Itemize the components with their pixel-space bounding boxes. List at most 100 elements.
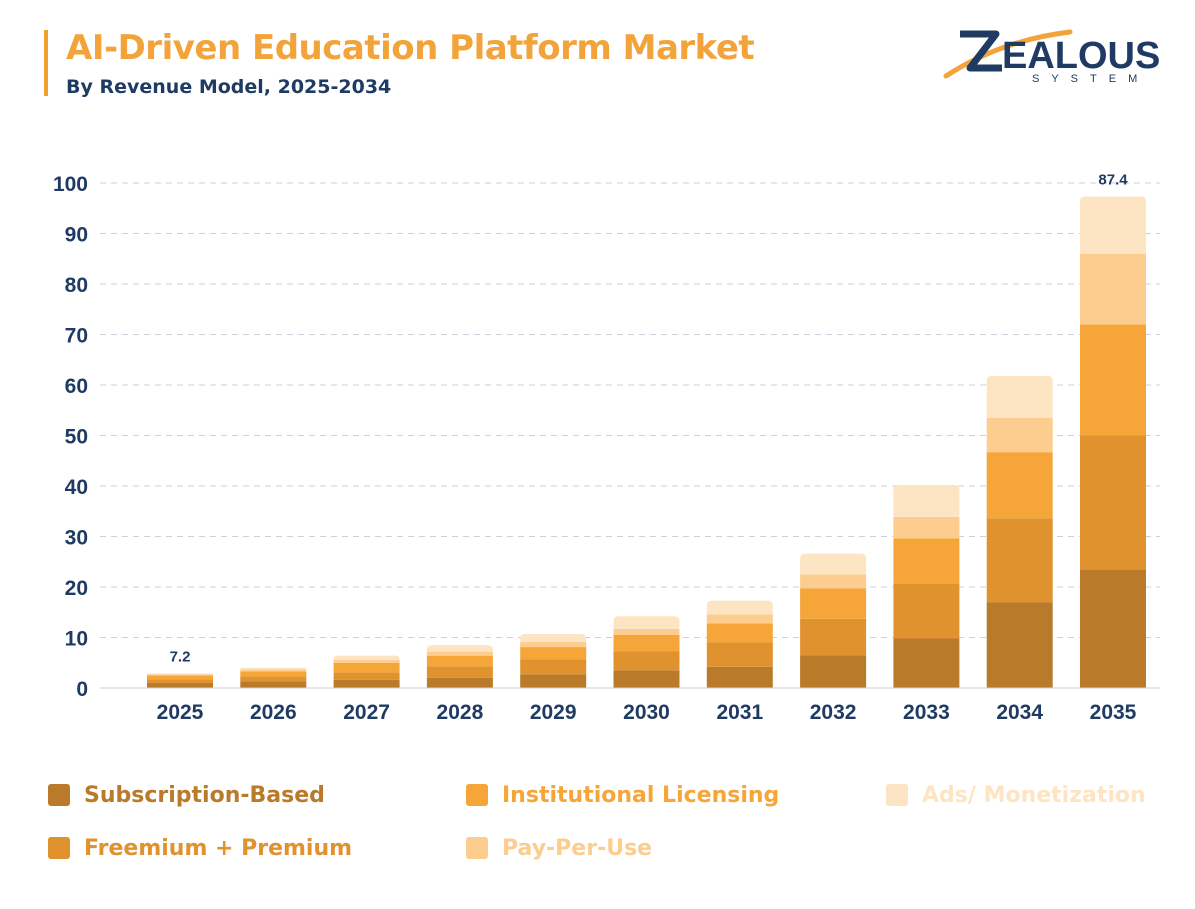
legend-label: Ads/ Monetization bbox=[922, 782, 1146, 808]
bar-segment bbox=[893, 484, 960, 517]
legend-item-ads-monetization: Ads/ Monetization bbox=[886, 780, 1146, 810]
bar-segment bbox=[240, 671, 307, 677]
bar-segment bbox=[986, 452, 1053, 519]
y-tick-label: 80 bbox=[65, 274, 88, 297]
bar-segment bbox=[893, 516, 960, 539]
title-accent-bar bbox=[44, 30, 48, 96]
bar-segment bbox=[1080, 196, 1146, 254]
legend-item-institutional-licensing: Institutional Licensing bbox=[466, 780, 779, 810]
legend-item-subscription-based: Subscription-Based bbox=[48, 780, 325, 810]
bar-segment bbox=[706, 614, 773, 624]
bar-segment bbox=[333, 662, 400, 673]
bar-segment bbox=[426, 666, 493, 678]
x-tick-label: 2035 bbox=[1090, 701, 1137, 724]
bar-segment bbox=[147, 679, 213, 683]
y-tick-label: 50 bbox=[65, 426, 88, 449]
bar-segment bbox=[333, 655, 400, 660]
legend-label: Institutional Licensing bbox=[502, 782, 780, 808]
stacked-bar-chart: 0 10 20 30 40 50 60 70 80 90 100 2025 2026 2027 2028 20… bbox=[0, 150, 1195, 734]
bar-segment bbox=[893, 638, 960, 688]
bar-segment bbox=[800, 655, 867, 688]
legend-item-freemium-premium: Freemium + Premium bbox=[48, 833, 352, 863]
bar-segment bbox=[520, 642, 587, 648]
bar-segment bbox=[800, 618, 867, 656]
bar-segment bbox=[613, 670, 680, 688]
bar-segment bbox=[800, 574, 867, 589]
y-tick-label: 90 bbox=[65, 224, 88, 247]
y-tick-label: 20 bbox=[65, 577, 88, 600]
bar-segment bbox=[426, 645, 493, 652]
y-tick-label: 10 bbox=[65, 628, 88, 651]
bar-segment bbox=[520, 633, 587, 643]
logo-tagline: SYSTEM bbox=[1032, 73, 1149, 85]
x-tick-label: 2027 bbox=[343, 701, 390, 724]
bar-segment bbox=[147, 674, 213, 676]
bar-segment bbox=[1080, 253, 1146, 325]
bar-segment bbox=[520, 674, 587, 688]
y-tick-label: 100 bbox=[53, 173, 88, 196]
legend-swatch bbox=[466, 837, 488, 859]
x-tick-label: 2030 bbox=[623, 701, 670, 724]
bar-segment bbox=[706, 600, 773, 615]
bar-segment bbox=[986, 375, 1053, 418]
legend-label: Freemium + Premium bbox=[84, 835, 353, 861]
x-tick-label: 2033 bbox=[903, 701, 950, 724]
chart-subtitle: By Revenue Model, 2025-2034 bbox=[66, 76, 392, 98]
bar-segment bbox=[333, 659, 400, 663]
bar-segment bbox=[986, 417, 1053, 453]
bar-segment bbox=[147, 675, 213, 680]
bar-segment bbox=[613, 651, 680, 671]
bar-segment bbox=[613, 634, 680, 652]
x-tick-label: 2026 bbox=[250, 701, 297, 724]
legend-swatch bbox=[466, 784, 488, 806]
legend-swatch bbox=[48, 837, 70, 859]
bar-segment bbox=[613, 628, 680, 635]
bar-segment bbox=[800, 588, 867, 619]
x-tick-label: 2028 bbox=[437, 701, 484, 724]
x-tick-label: 2025 bbox=[157, 701, 204, 724]
bar-segment bbox=[706, 666, 773, 688]
bar-segment bbox=[240, 676, 307, 682]
data-label: 7.2 bbox=[170, 648, 191, 665]
legend-swatch bbox=[48, 784, 70, 806]
x-tick-label: 2029 bbox=[530, 701, 577, 724]
y-tick-label: 0 bbox=[76, 678, 88, 701]
zealous-system-logo: EALOUS SYSTEM bbox=[940, 24, 1160, 85]
bar-segment bbox=[986, 518, 1053, 603]
bar-segment bbox=[706, 623, 773, 643]
y-tick-label: 40 bbox=[65, 476, 88, 499]
bar-segment bbox=[426, 655, 493, 667]
bar-segment bbox=[893, 538, 960, 584]
logo-wordmark: EALOUS bbox=[1002, 35, 1160, 77]
x-tick-label: 2032 bbox=[810, 701, 857, 724]
bar-segment bbox=[1080, 435, 1146, 570]
x-tick-label: 2031 bbox=[716, 701, 763, 724]
bar-segment bbox=[520, 647, 587, 660]
bar-segment bbox=[240, 667, 307, 670]
bar-segment bbox=[147, 673, 213, 675]
bar-segment bbox=[240, 681, 307, 688]
bar-segment bbox=[1080, 569, 1146, 688]
bar-segment bbox=[520, 659, 587, 675]
bar-segment bbox=[613, 616, 680, 629]
bar-segment bbox=[1080, 324, 1146, 436]
bar-segment bbox=[426, 677, 493, 688]
legend-item-pay-per-use: Pay-Per-Use bbox=[466, 833, 652, 863]
x-tick-label: 2034 bbox=[996, 701, 1043, 724]
legend-swatch bbox=[886, 784, 908, 806]
legend-label: Pay-Per-Use bbox=[502, 835, 653, 861]
y-tick-label: 70 bbox=[65, 325, 88, 348]
bar-segment bbox=[800, 553, 867, 575]
bar-segment bbox=[706, 642, 773, 667]
bar-segment bbox=[893, 583, 960, 639]
bar-segment bbox=[986, 602, 1053, 688]
bar-segment bbox=[333, 679, 400, 688]
bar-segment bbox=[240, 669, 307, 672]
bar-segment bbox=[426, 651, 493, 656]
bar-segment bbox=[147, 682, 213, 688]
legend-label: Subscription-Based bbox=[84, 782, 325, 808]
y-tick-label: 30 bbox=[65, 527, 88, 550]
data-label: 87.4 bbox=[1098, 172, 1128, 189]
chart-title: AI-Driven Education Platform Market bbox=[66, 28, 755, 68]
